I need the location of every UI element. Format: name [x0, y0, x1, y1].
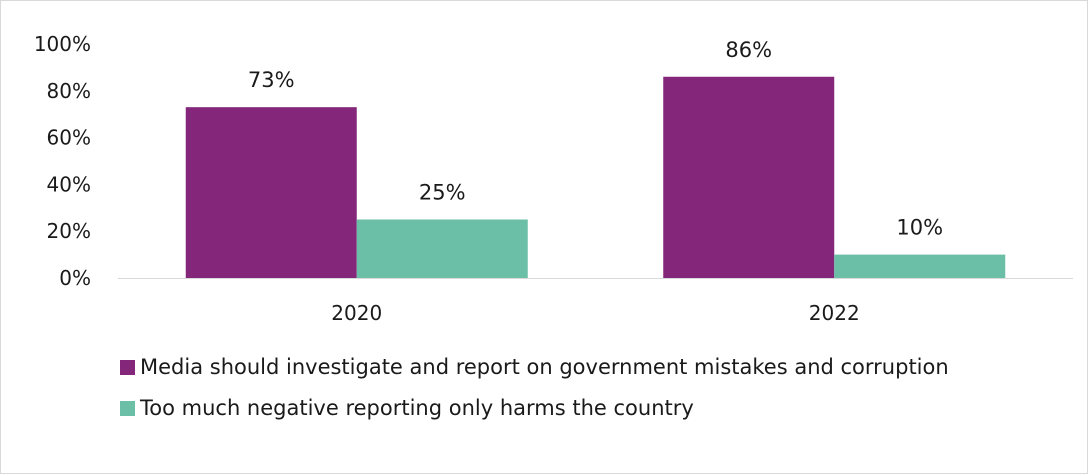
legend: Media should investigate and report on g…	[120, 352, 1020, 434]
legend-item-negative-reporting: Too much negative reporting only harms t…	[120, 393, 1020, 423]
bar-2022-series-2	[834, 254, 1006, 278]
data-labels: 73% 25% 86% 10%	[248, 38, 943, 240]
legend-label: Too much negative reporting only harms t…	[140, 396, 694, 420]
bar-2022-series-1	[663, 76, 835, 278]
data-label: 73%	[248, 68, 295, 92]
x-axis-ticks: 2020 2022	[331, 301, 859, 325]
legend-swatch-purple	[120, 360, 135, 375]
data-label: 10%	[896, 216, 943, 240]
bar-2020-series-2	[356, 219, 528, 278]
y-tick-label: 40%	[47, 172, 91, 196]
y-tick-label: 60%	[47, 126, 91, 150]
legend-swatch-green	[120, 401, 135, 416]
bar-chart: 0% 20% 40% 60% 80% 100% 73% 25% 86% 10% 2020 2022	[34, 32, 1073, 325]
bars-group	[185, 76, 1006, 279]
y-tick-label: 0%	[59, 266, 91, 290]
x-tick-label: 2020	[331, 301, 382, 325]
y-tick-label: 80%	[47, 79, 91, 103]
data-label: 25%	[419, 181, 466, 205]
legend-label: Media should investigate and report on g…	[140, 355, 949, 379]
data-label: 86%	[725, 38, 772, 62]
y-tick-label: 20%	[47, 219, 91, 243]
x-tick-label: 2022	[809, 301, 860, 325]
bar-2020-series-1	[185, 107, 357, 279]
y-axis-ticks: 0% 20% 40% 60% 80% 100%	[34, 32, 91, 290]
y-tick-label: 100%	[34, 32, 91, 56]
legend-item-media-investigate: Media should investigate and report on g…	[120, 352, 1020, 382]
